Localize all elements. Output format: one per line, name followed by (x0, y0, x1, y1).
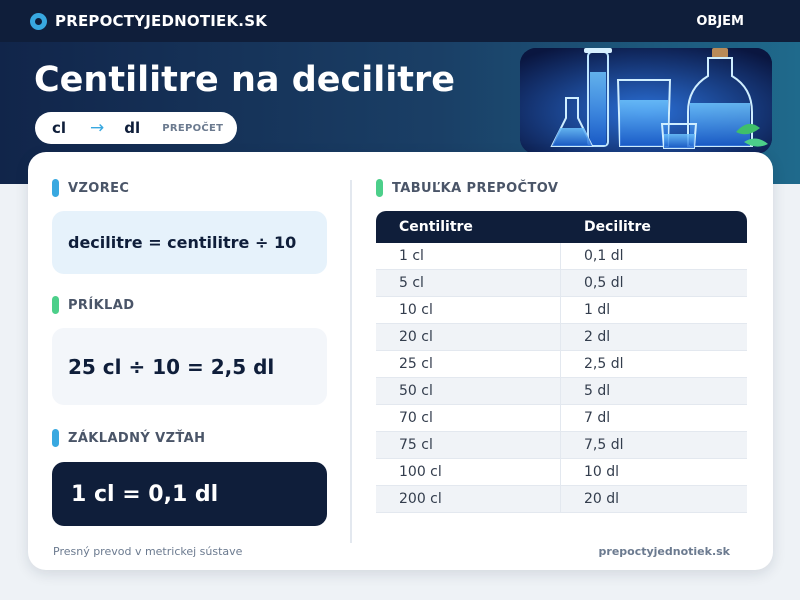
cell-centilitre: 100 cl (376, 459, 561, 485)
example-section-title: PRÍKLAD (52, 296, 134, 314)
arrow-right-icon: → (90, 118, 105, 138)
table-row: 75 cl 7,5 dl (376, 432, 747, 459)
conversion-tag: PREPOČET (162, 122, 224, 134)
table-row: 100 cl 10 dl (376, 459, 747, 486)
lab-glassware-image (520, 48, 772, 154)
formula-section-title: VZOREC (52, 179, 129, 197)
cell-centilitre: 200 cl (376, 486, 561, 512)
header-decilitre: Decilitre (584, 219, 651, 235)
section-marker (52, 296, 59, 314)
table-row: 20 cl 2 dl (376, 324, 747, 351)
footer-site-link[interactable]: prepoctyjednotiek.sk (598, 545, 730, 558)
cell-centilitre: 20 cl (376, 324, 561, 350)
cell-decilitre: 20 dl (584, 491, 620, 507)
base-title-text: ZÁKLADNÝ VZŤAH (68, 430, 206, 446)
cell-decilitre: 2,5 dl (584, 356, 624, 372)
table-row: 10 cl 1 dl (376, 297, 747, 324)
header-centilitre: Centilitre (399, 219, 473, 235)
top-bar: PREPOCTYJEDNOTIEK.SK OBJEM (0, 0, 800, 42)
cell-centilitre: 1 cl (376, 243, 561, 269)
brand-name[interactable]: PREPOCTYJEDNOTIEK.SK (55, 12, 268, 30)
formula-title-text: VZOREC (68, 180, 130, 196)
cell-decilitre: 0,1 dl (584, 248, 624, 264)
logo-icon (30, 12, 47, 30)
table-row: 5 cl 0,5 dl (376, 270, 747, 297)
cell-centilitre: 75 cl (376, 432, 561, 458)
cell-decilitre: 7 dl (584, 410, 611, 426)
section-marker (52, 179, 59, 197)
table-title-text: TABUĽKA PREPOČTOV (392, 180, 559, 196)
cell-centilitre: 50 cl (376, 378, 561, 404)
cell-decilitre: 2 dl (584, 329, 611, 345)
cell-centilitre: 25 cl (376, 351, 561, 377)
cell-decilitre: 5 dl (584, 383, 611, 399)
formula-box: decilitre = centilitre ÷ 10 (52, 211, 327, 274)
table-row: 25 cl 2,5 dl (376, 351, 747, 378)
table-header: Centilitre Decilitre (376, 211, 747, 243)
cell-centilitre: 5 cl (376, 270, 561, 296)
conversion-pill: cl → dl PREPOČET (35, 112, 238, 144)
page-title: Centilitre na decilitre (34, 60, 455, 100)
example-box: 25 cl ÷ 10 = 2,5 dl (52, 328, 327, 405)
section-marker (376, 179, 383, 197)
table-row: 70 cl 7 dl (376, 405, 747, 432)
cell-decilitre: 0,5 dl (584, 275, 624, 291)
table-row: 1 cl 0,1 dl (376, 243, 747, 270)
base-relation-box: 1 cl = 0,1 dl (52, 462, 327, 526)
nav-item-objem[interactable]: OBJEM (696, 13, 744, 29)
cell-decilitre: 7,5 dl (584, 437, 624, 453)
table-section-title: TABUĽKA PREPOČTOV (376, 179, 558, 197)
table-row: 200 cl 20 dl (376, 486, 747, 513)
cell-centilitre: 70 cl (376, 405, 561, 431)
to-unit: dl (124, 119, 141, 137)
footer-note: Presný prevod v metrickej sústave (53, 545, 243, 558)
section-marker (52, 429, 59, 447)
column-divider (350, 180, 352, 543)
content-card: VZOREC decilitre = centilitre ÷ 10 PRÍKL… (28, 152, 773, 570)
base-section-title: ZÁKLADNÝ VZŤAH (52, 429, 205, 447)
table-row: 50 cl 5 dl (376, 378, 747, 405)
cell-decilitre: 10 dl (584, 464, 620, 480)
from-unit: cl (52, 119, 67, 137)
example-title-text: PRÍKLAD (68, 297, 135, 313)
cell-centilitre: 10 cl (376, 297, 561, 323)
cell-decilitre: 1 dl (584, 302, 611, 318)
conversion-table: Centilitre Decilitre 1 cl 0,1 dl 5 cl 0,5 … (376, 211, 747, 513)
